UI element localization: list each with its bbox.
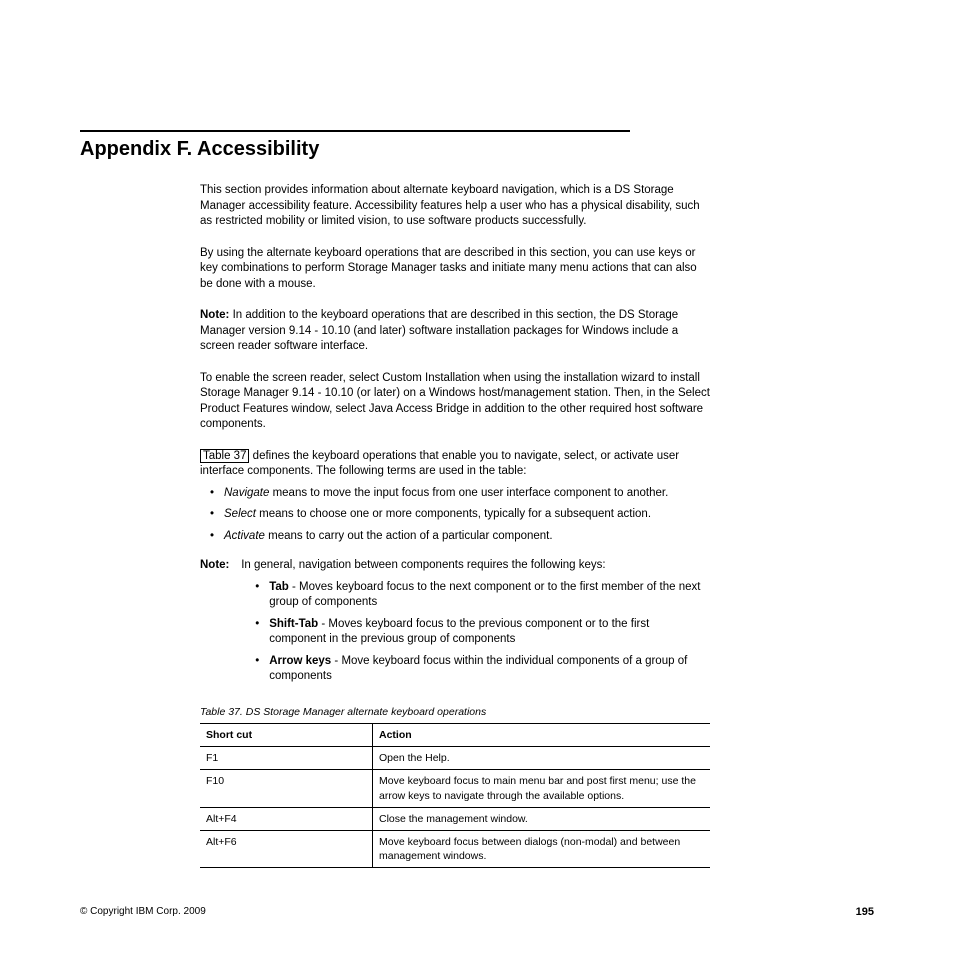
table-row: F10 Move keyboard focus to main menu bar… xyxy=(200,770,710,807)
key-name: Arrow keys xyxy=(269,655,331,667)
list-item: Select means to choose one or more compo… xyxy=(214,507,710,523)
keyboard-operations-table: Short cut Action F1 Open the Help. F10 M… xyxy=(200,723,710,868)
definition: means to choose one or more components, … xyxy=(256,508,651,520)
action-cell: Open the Help. xyxy=(373,747,711,770)
para-4-rest: defines the keyboard operations that ena… xyxy=(200,450,679,478)
note-body: In general, navigation between component… xyxy=(241,558,701,691)
key-name: Tab xyxy=(269,581,289,593)
intro-para-1: This section provides information about … xyxy=(200,183,710,230)
key-name: Shift-Tab xyxy=(269,618,318,630)
note-2-intro: In general, navigation between component… xyxy=(241,559,605,571)
term: Activate xyxy=(224,530,265,542)
table-row: F1 Open the Help. xyxy=(200,747,710,770)
page-title: Appendix F. Accessibility xyxy=(80,138,874,161)
note-1-text: In addition to the keyboard operations t… xyxy=(200,309,678,352)
shortcut-cell: F10 xyxy=(200,770,373,807)
body-content: This section provides information about … xyxy=(200,183,710,868)
action-cell: Close the management window. xyxy=(373,807,711,830)
page-number: 195 xyxy=(856,906,874,918)
heading-rule xyxy=(80,130,630,132)
list-item: Tab - Moves keyboard focus to the next c… xyxy=(259,580,701,611)
nav-keys-list: Tab - Moves keyboard focus to the next c… xyxy=(241,580,701,685)
definition: means to move the input focus from one u… xyxy=(269,487,668,499)
definition: means to carry out the action of a parti… xyxy=(265,530,553,542)
col-header-action: Action xyxy=(373,724,711,747)
table-row: Alt+F4 Close the management window. xyxy=(200,807,710,830)
term-definitions-list: Navigate means to move the input focus f… xyxy=(200,486,710,545)
term: Select xyxy=(224,508,256,520)
table-37-link[interactable]: Table 37 xyxy=(200,449,249,463)
term: Navigate xyxy=(224,487,269,499)
list-item: Arrow keys - Move keyboard focus within … xyxy=(259,654,701,685)
shortcut-cell: Alt+F6 xyxy=(200,830,373,867)
note-1: Note: In addition to the keyboard operat… xyxy=(200,308,710,355)
copyright-text: © Copyright IBM Corp. 2009 xyxy=(80,906,206,917)
para-3: To enable the screen reader, select Cust… xyxy=(200,371,710,433)
note-label: Note: xyxy=(200,558,238,574)
note-label: Note: xyxy=(200,309,229,321)
key-desc: - Moves keyboard focus to the previous c… xyxy=(269,618,649,646)
table-caption: Table 37. DS Storage Manager alternate k… xyxy=(200,705,710,719)
action-cell: Move keyboard focus to main menu bar and… xyxy=(373,770,711,807)
key-desc: - Moves keyboard focus to the next compo… xyxy=(269,581,700,609)
list-item: Shift-Tab - Moves keyboard focus to the … xyxy=(259,617,701,648)
intro-para-2: By using the alternate keyboard operatio… xyxy=(200,246,710,293)
key-desc: - Move keyboard focus within the individ… xyxy=(269,655,687,683)
action-cell: Move keyboard focus between dialogs (non… xyxy=(373,830,711,867)
col-header-shortcut: Short cut xyxy=(200,724,373,747)
table-row: Alt+F6 Move keyboard focus between dialo… xyxy=(200,830,710,867)
shortcut-cell: Alt+F4 xyxy=(200,807,373,830)
shortcut-cell: F1 xyxy=(200,747,373,770)
page-footer: © Copyright IBM Corp. 2009 195 xyxy=(80,906,874,918)
para-4: Table 37 defines the keyboard operations… xyxy=(200,449,710,480)
note-2: Note: In general, navigation between com… xyxy=(200,558,710,691)
table-header-row: Short cut Action xyxy=(200,724,710,747)
list-item: Activate means to carry out the action o… xyxy=(214,529,710,545)
list-item: Navigate means to move the input focus f… xyxy=(214,486,710,502)
